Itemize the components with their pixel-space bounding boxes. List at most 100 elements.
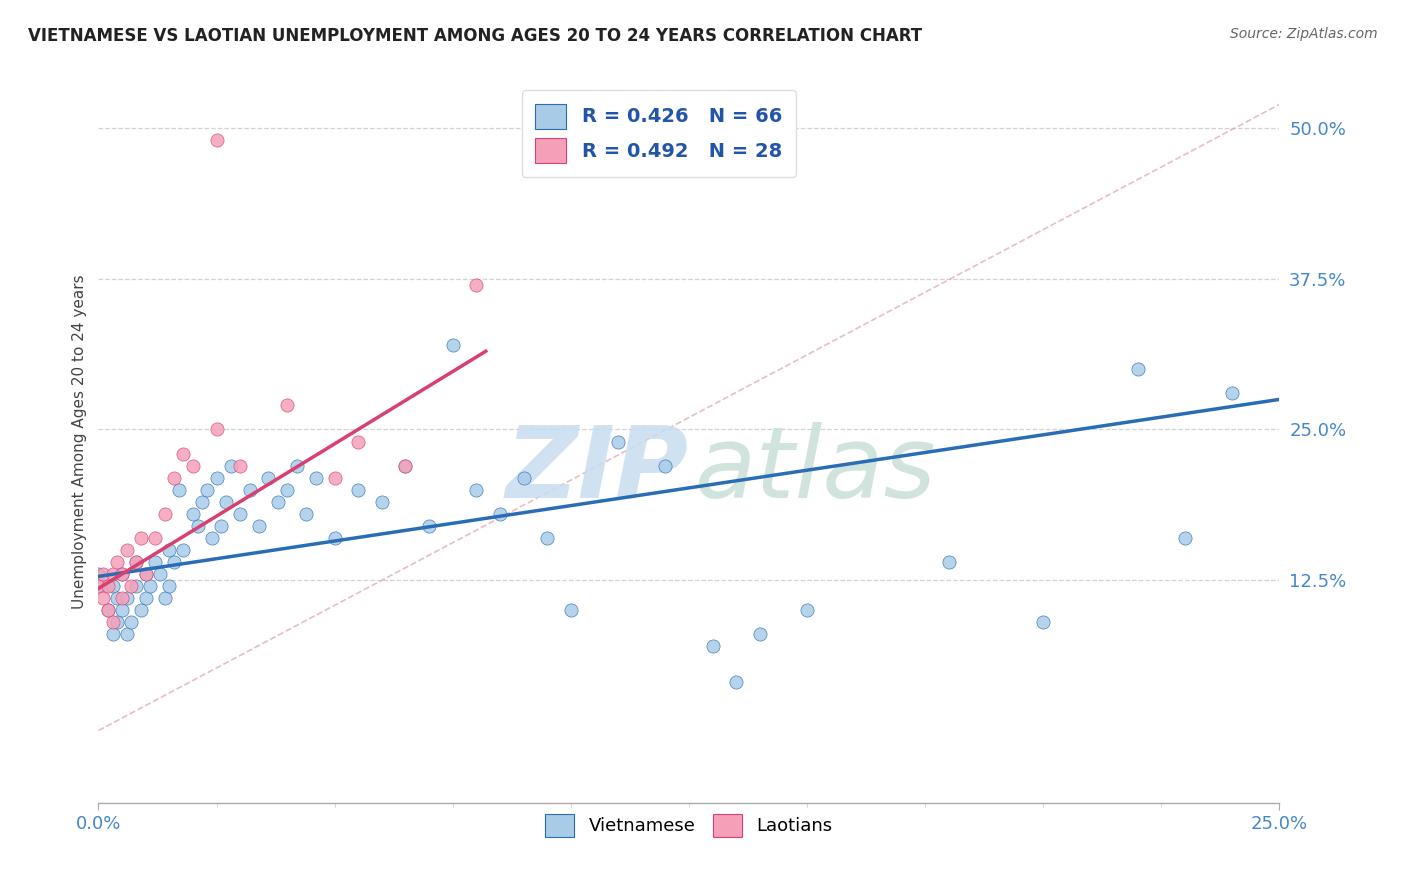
Point (201, 531, 224, 545)
Point (276, 398, 298, 412)
Point (153, 507, 176, 521)
Point (187, 518, 209, 533)
Y-axis label: Unemployment Among Ages 20 to 24 years: Unemployment Among Ages 20 to 24 years (72, 274, 87, 609)
Point (205, 471, 228, 485)
Point (135, 567, 157, 582)
Point (748, 627, 770, 641)
Point (111, 567, 134, 582)
Point (91, 567, 114, 582)
Point (111, 591, 134, 606)
Text: VIETNAMESE VS LAOTIAN UNEMPLOYMENT AMONG AGES 20 TO 24 YEARS CORRELATION CHART: VIETNAMESE VS LAOTIAN UNEMPLOYMENT AMONG… (28, 27, 922, 45)
Point (101, 627, 124, 641)
Point (115, 542, 138, 557)
Point (465, 277, 488, 292)
Point (215, 494, 238, 508)
Point (105, 615, 128, 630)
Point (205, 423, 228, 437)
Point (111, 603, 134, 617)
Point (91, 579, 114, 593)
Point (1220, 386, 1243, 401)
Point (191, 494, 214, 508)
Point (87, 567, 110, 582)
Point (87, 579, 110, 593)
Point (285, 458, 308, 473)
Point (394, 458, 416, 473)
Point (560, 603, 582, 617)
Text: ZIP: ZIP (506, 422, 689, 519)
Point (239, 483, 262, 497)
Point (295, 507, 318, 521)
Point (1174, 531, 1197, 545)
Point (163, 471, 186, 485)
Point (257, 471, 280, 485)
Point (125, 579, 148, 593)
Point (129, 531, 152, 545)
Point (267, 494, 290, 508)
Text: atlas: atlas (695, 422, 936, 519)
Point (143, 531, 166, 545)
Point (163, 555, 186, 569)
Point (172, 446, 194, 460)
Point (276, 483, 298, 497)
Point (105, 555, 128, 569)
Point (489, 507, 512, 521)
Point (195, 483, 218, 497)
Point (167, 483, 190, 497)
Point (394, 458, 416, 473)
Point (796, 603, 818, 617)
Point (702, 639, 724, 653)
Point (418, 518, 440, 533)
Point (229, 507, 252, 521)
Point (129, 603, 152, 617)
Point (97, 603, 120, 617)
Point (205, 133, 228, 147)
Point (209, 518, 232, 533)
Point (347, 434, 370, 449)
Point (121, 615, 143, 630)
Point (97, 579, 120, 593)
Point (91, 591, 114, 606)
Point (101, 579, 124, 593)
Point (115, 627, 138, 641)
Point (125, 555, 148, 569)
Point (512, 471, 534, 485)
Legend: Vietnamese, Laotians: Vietnamese, Laotians (538, 806, 839, 845)
Point (111, 567, 134, 582)
Point (101, 567, 124, 582)
Point (247, 518, 270, 533)
Point (607, 434, 630, 449)
Point (371, 494, 394, 508)
Point (725, 675, 748, 690)
Point (97, 603, 120, 617)
Point (938, 555, 960, 569)
Point (125, 555, 148, 569)
Point (219, 458, 242, 473)
Point (347, 483, 370, 497)
Point (323, 531, 346, 545)
Point (172, 542, 194, 557)
Point (149, 567, 172, 582)
Point (323, 471, 346, 485)
Point (1032, 615, 1054, 630)
Point (157, 542, 180, 557)
Point (115, 591, 138, 606)
Text: Source: ZipAtlas.com: Source: ZipAtlas.com (1230, 27, 1378, 41)
Point (157, 579, 180, 593)
Point (465, 483, 488, 497)
Point (105, 591, 128, 606)
Point (101, 615, 124, 630)
Point (441, 338, 464, 352)
Point (135, 567, 157, 582)
Point (181, 458, 204, 473)
Point (121, 579, 143, 593)
Point (229, 458, 252, 473)
Point (153, 591, 176, 606)
Point (305, 471, 328, 485)
Point (181, 507, 204, 521)
Point (1126, 362, 1149, 376)
Point (135, 591, 157, 606)
Point (654, 458, 676, 473)
Point (143, 555, 166, 569)
Point (139, 579, 162, 593)
Point (536, 531, 558, 545)
